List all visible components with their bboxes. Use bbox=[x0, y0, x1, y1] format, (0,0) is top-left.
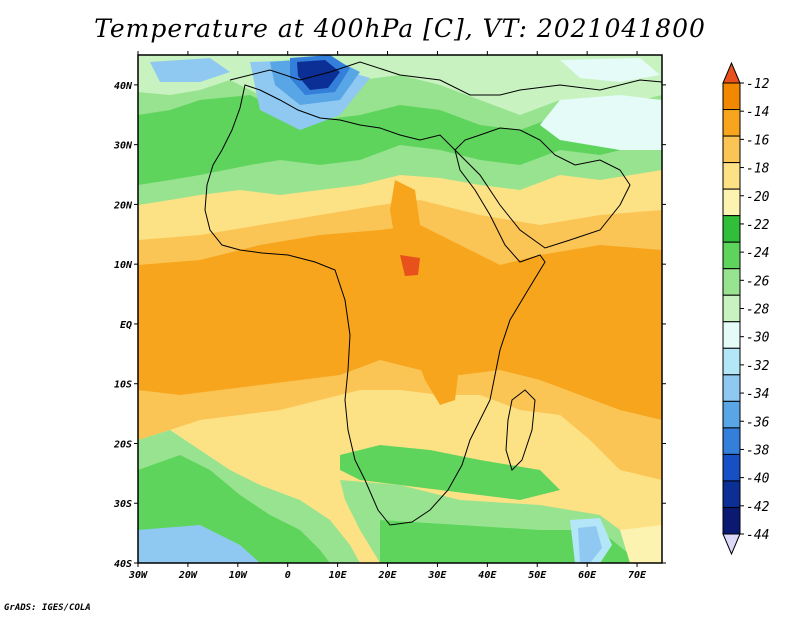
colorbar-box bbox=[722, 241, 741, 270]
lat-label: 10S bbox=[114, 380, 132, 391]
colorbar-label: -16 bbox=[746, 133, 770, 148]
colorbar-box bbox=[722, 294, 741, 323]
credit-label: GrADS: IGES/COLA bbox=[4, 603, 91, 613]
lat-label: 10N bbox=[114, 260, 133, 271]
colorbar-label: -26 bbox=[746, 274, 770, 289]
map-title: Temperature at 400hPa [C], VT: 202104180… bbox=[94, 14, 706, 43]
lon-label: 20E bbox=[377, 570, 397, 581]
coastlines bbox=[204, 61, 662, 526]
lat-label: 20N bbox=[113, 200, 133, 211]
latitude-labels: 40N 30N 20N 10N EQ 10S 20S 30S 40S bbox=[113, 81, 133, 570]
lat-label: 40S bbox=[114, 559, 132, 570]
lon-label: 70E bbox=[628, 570, 647, 581]
map-axes bbox=[134, 51, 666, 567]
lon-label: 20W bbox=[178, 570, 198, 581]
lon-label: 60E bbox=[578, 570, 597, 581]
colorbar-box bbox=[722, 268, 741, 296]
europe-coastline bbox=[229, 61, 662, 96]
lon-label: 0 bbox=[285, 570, 291, 581]
africa-coastline bbox=[204, 84, 546, 526]
arabia-coastline bbox=[454, 127, 631, 249]
colorbar-box bbox=[722, 427, 741, 455]
longitude-labels: 30W 20W 10W 0 10E 20E 30E 40E 50E 60E 70E bbox=[128, 570, 647, 581]
colorbar-label: -20 bbox=[746, 190, 770, 205]
lon-label: 10E bbox=[329, 570, 348, 581]
colorbar-label: -36 bbox=[746, 415, 770, 430]
colorbar-label: -38 bbox=[746, 443, 770, 458]
lon-label: 30W bbox=[128, 570, 148, 581]
colorbar bbox=[722, 61, 744, 556]
colorbar-label: -12 bbox=[746, 77, 770, 92]
colorbar-box bbox=[722, 480, 741, 508]
lon-label: 10W bbox=[229, 570, 248, 581]
colorbar-label: -22 bbox=[746, 218, 770, 233]
colorbar-box bbox=[722, 109, 741, 137]
colorbar-labels: -12 -14 -16 -18 -20 -22 -24 -26 -28 -30 -32 -34 -36 -… bbox=[746, 77, 770, 543]
colorbar-max-arrow bbox=[722, 61, 741, 84]
colorbar-box bbox=[722, 374, 741, 402]
colorbar-label: -34 bbox=[746, 387, 769, 402]
colorbar-label: -18 bbox=[746, 162, 770, 177]
colorbar-label: -32 bbox=[746, 359, 770, 374]
colorbar-label: -30 bbox=[746, 331, 770, 346]
colorbar-label: -42 bbox=[746, 500, 770, 515]
colorbar-box bbox=[722, 215, 741, 243]
colorbar-box bbox=[722, 453, 741, 482]
lon-label: 50E bbox=[528, 570, 547, 581]
colorbar-box bbox=[722, 162, 741, 190]
madagascar-coastline bbox=[505, 389, 536, 471]
lon-label: 30E bbox=[427, 570, 447, 581]
colorbar-box bbox=[722, 347, 741, 376]
lon-label: 40E bbox=[478, 570, 497, 581]
colorbar-box bbox=[722, 188, 741, 217]
lat-label: 30N bbox=[113, 141, 133, 152]
colorbar-label: -44 bbox=[746, 528, 769, 543]
map-frame bbox=[137, 54, 663, 564]
colorbar-box bbox=[722, 506, 741, 535]
lat-label: EQ bbox=[120, 320, 132, 331]
colorbar-box bbox=[722, 82, 741, 111]
colorbar-label: -14 bbox=[746, 105, 769, 120]
temperature-field bbox=[138, 55, 662, 563]
colorbar-box bbox=[722, 135, 741, 164]
lat-label: 20S bbox=[113, 439, 132, 450]
colorbar-box bbox=[722, 400, 741, 429]
colorbar-label: -24 bbox=[746, 246, 769, 261]
colorbar-label: -28 bbox=[746, 303, 770, 318]
colorbar-box bbox=[722, 321, 741, 349]
lat-label: 40N bbox=[114, 81, 133, 92]
colorbar-min-arrow bbox=[722, 533, 741, 556]
lat-label: 30S bbox=[113, 499, 132, 510]
colorbar-label: -40 bbox=[746, 472, 770, 487]
